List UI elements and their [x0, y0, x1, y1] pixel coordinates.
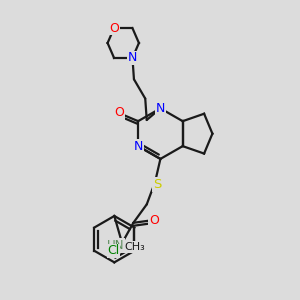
Text: O: O	[109, 22, 119, 34]
Text: N: N	[134, 140, 143, 153]
Text: Cl: Cl	[107, 244, 120, 257]
Text: N: N	[128, 51, 137, 64]
Text: CH₃: CH₃	[124, 242, 145, 252]
Text: O: O	[115, 106, 124, 119]
Text: N: N	[156, 102, 165, 115]
Text: S: S	[153, 178, 162, 191]
Text: HN: HN	[107, 239, 124, 252]
Text: O: O	[149, 214, 159, 227]
